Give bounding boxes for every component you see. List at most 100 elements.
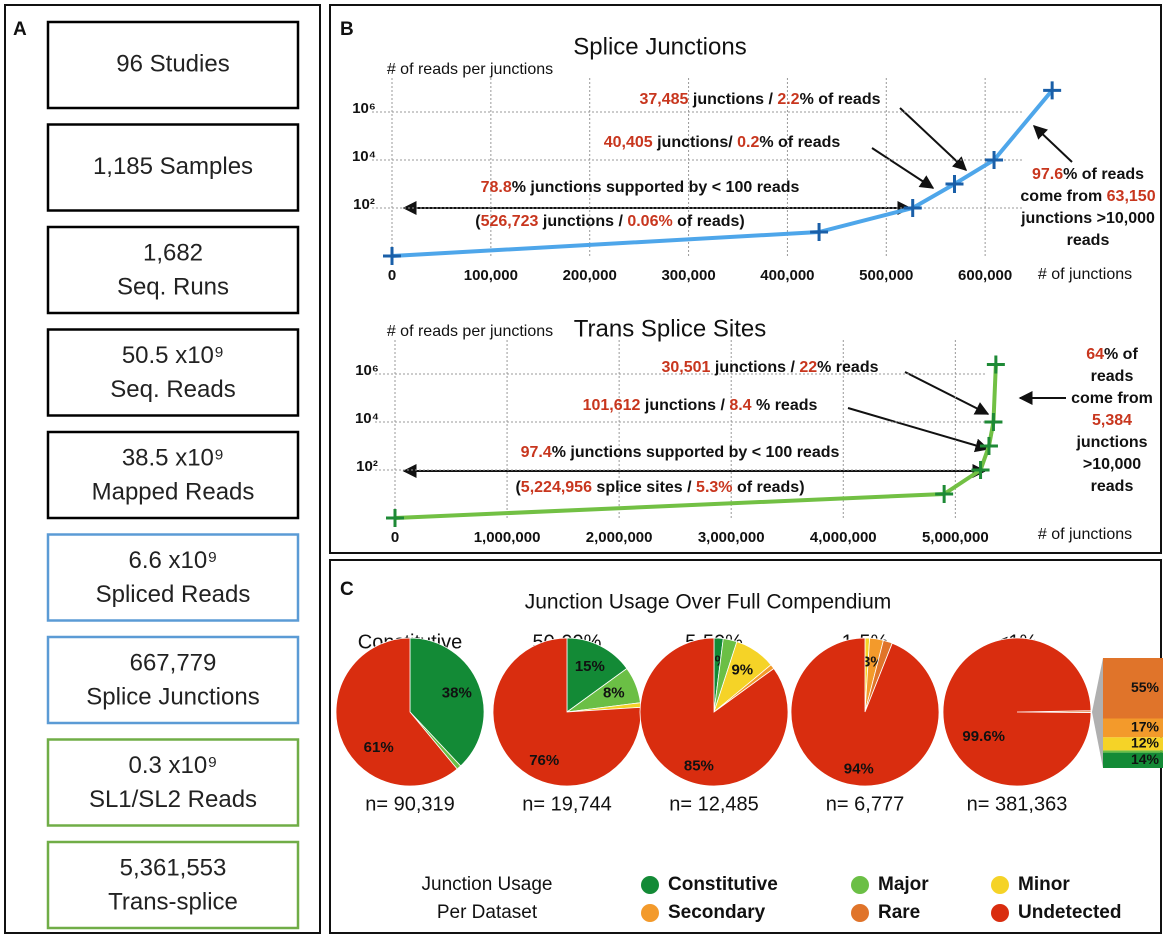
annotation: junctions >10,000 — [1020, 210, 1155, 227]
slice-label: 85% — [684, 758, 714, 775]
data-point — [986, 355, 1005, 374]
annotation-part: 37,485 — [640, 91, 689, 108]
annotation: junctions — [1075, 434, 1147, 451]
annotation-part: % of reads — [759, 134, 840, 151]
chart-title: Trans Splice Sites — [574, 315, 767, 342]
data-point — [383, 247, 401, 265]
legend-label: Undetected — [1018, 902, 1121, 923]
annotation: (5,224,956 splice sites / 5.3% of reads) — [515, 479, 804, 496]
summary-box — [46, 328, 300, 417]
annotation: come from — [1071, 390, 1153, 407]
annotation-part: 30,501 — [662, 359, 711, 376]
y-tick-label: 10⁴ — [352, 148, 376, 165]
x-tick-label: 200,000 — [563, 267, 617, 284]
annotation-part: % of reads — [1063, 166, 1144, 183]
pie-slice — [790, 637, 940, 787]
data-point — [971, 461, 990, 479]
pie-n: n= 12,485 — [669, 793, 759, 815]
summary-box — [46, 635, 300, 725]
arrow — [1032, 125, 1073, 163]
segment-label: 17% — [1131, 719, 1160, 735]
panel-a-frame — [4, 4, 321, 934]
data-point — [984, 413, 1003, 431]
x-tick-label: 5,000,000 — [922, 529, 989, 546]
box-text: 1,185 Samples — [93, 153, 253, 180]
annotation: 64% of — [1086, 346, 1138, 363]
x-tick-label: 0 — [388, 267, 396, 284]
x-tick-label: 3,000,000 — [698, 529, 765, 546]
annotation-part: 64 — [1086, 346, 1104, 363]
annotation-part: 526,723 — [481, 213, 539, 230]
annotation: come from 63,150 — [1020, 188, 1155, 205]
x-tick-label: 300,000 — [661, 267, 715, 284]
box-text: 6.6 x10⁹ — [128, 547, 217, 574]
bar-segment — [1103, 658, 1163, 719]
legend-label: Major — [878, 874, 929, 895]
segment-label: 12% — [1131, 735, 1160, 751]
panel-b-frame — [329, 4, 1162, 554]
annotation-part: junctions >10,000 — [1020, 210, 1155, 227]
arrow — [899, 107, 968, 171]
annotation-part: reads — [1067, 232, 1110, 249]
annotation: 78.8% junctions supported by < 100 reads — [481, 179, 800, 196]
annotation-part: >10,000 — [1083, 456, 1141, 473]
annotation-part: ( — [475, 213, 481, 230]
legend-label: Minor — [1018, 874, 1070, 895]
panel-label: B — [340, 19, 354, 40]
annotation-part: 63,150 — [1107, 188, 1156, 205]
y-axis-label: # of reads per junctions — [387, 323, 553, 340]
pie-n: n= 381,363 — [967, 793, 1068, 815]
pie-slice — [335, 637, 458, 787]
annotation-part: % of — [1104, 346, 1138, 363]
data-point — [1043, 81, 1062, 100]
slice-label: 99.6% — [962, 728, 1005, 745]
annotation: (526,723 junctions / 0.06% of reads) — [475, 213, 744, 230]
slice-label: 8% — [603, 684, 625, 701]
data-line — [394, 364, 998, 520]
annotation-part: of reads) — [673, 213, 745, 230]
legend-swatch — [991, 904, 1009, 922]
annotation-part: 78.8 — [481, 179, 512, 196]
annotation-part: junctions / — [538, 213, 627, 230]
annotation-part: 97.4 — [521, 444, 552, 461]
x-tick-label: 100,000 — [464, 267, 518, 284]
legend-swatch — [991, 876, 1009, 894]
explode-connector — [1092, 658, 1103, 768]
x-tick-label: 500,000 — [859, 267, 913, 284]
arrows — [402, 107, 1073, 478]
annotation-part: 0.06% — [627, 213, 672, 230]
annotation: 30,501 junctions / 22% reads — [662, 359, 879, 376]
bar-segment — [1103, 750, 1163, 753]
annotation-part: % reads — [817, 359, 878, 376]
legend-swatch — [851, 904, 869, 922]
pie-n: n= 6,777 — [826, 793, 904, 815]
annotation-part: splice sites / — [592, 479, 696, 496]
box-text: Seq. Reads — [110, 376, 235, 403]
annotation-part: junctions / — [688, 91, 777, 108]
annotation-part: 2.2 — [777, 91, 799, 108]
annotation-part: 22 — [799, 359, 817, 376]
legend-swatch — [641, 876, 659, 894]
pie-slice — [492, 637, 642, 787]
annotation-part: junctions / — [710, 359, 799, 376]
panel-label: C — [340, 579, 354, 600]
legend-title: Junction Usage — [422, 874, 553, 895]
data-point — [935, 485, 954, 503]
segment-label: 14% — [1131, 751, 1160, 767]
annotation-part: 0.2 — [737, 134, 759, 151]
annotation-part: % of reads — [800, 91, 881, 108]
data-point — [979, 437, 998, 455]
box-text: Spliced Reads — [96, 581, 251, 608]
chart-title: Splice Junctions — [573, 33, 746, 60]
data-point — [810, 223, 829, 241]
annotation-part: reads — [1091, 478, 1134, 495]
slice-label: 76% — [529, 752, 559, 769]
annotation-part: % junctions supported by < 100 reads — [552, 444, 840, 461]
annotation-part: come from — [1020, 188, 1106, 205]
y-tick-label: 10⁴ — [355, 410, 379, 427]
annotation-part: 40,405 — [604, 134, 653, 151]
annotation: reads — [1091, 478, 1134, 495]
pie-n: n= 90,319 — [365, 793, 455, 815]
x-tick-label: 400,000 — [760, 267, 814, 284]
x-tick-label: 600,000 — [958, 267, 1012, 284]
